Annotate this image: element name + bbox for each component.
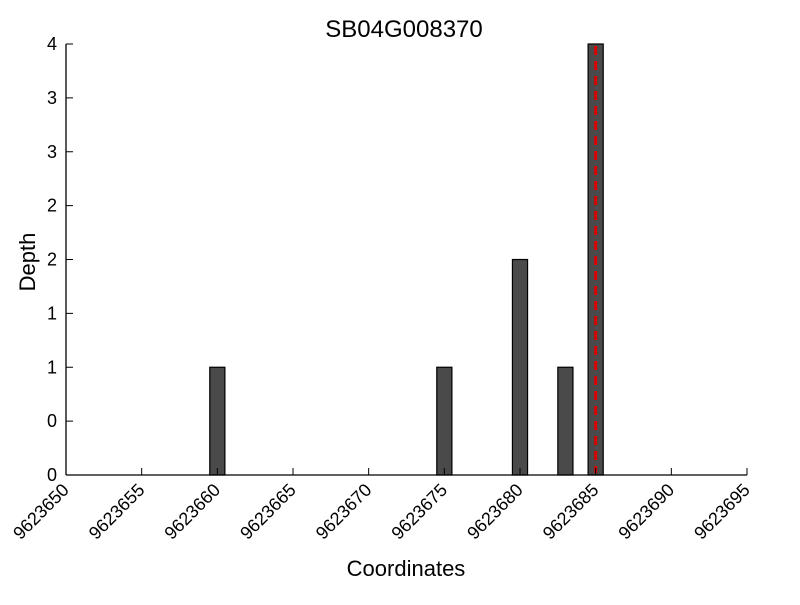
x-tick-label: 9623670 bbox=[312, 480, 376, 544]
bar-9623660 bbox=[209, 366, 226, 476]
y-tick-label: 2 bbox=[47, 250, 57, 270]
x-tick-label: 9623650 bbox=[9, 480, 73, 544]
axes-layer bbox=[65, 44, 747, 476]
y-tick-label: 1 bbox=[47, 303, 57, 323]
chart-title: SB04G008370 bbox=[325, 16, 482, 43]
x-tick-label: 9623685 bbox=[539, 480, 603, 544]
bar-9623675 bbox=[436, 366, 453, 476]
y-tick-label: 2 bbox=[47, 196, 57, 216]
x-tick-label: 9623680 bbox=[463, 480, 527, 544]
y-tick-label: 4 bbox=[47, 34, 57, 54]
y-tick-label: 0 bbox=[47, 411, 57, 431]
x-tick-label: 9623695 bbox=[690, 480, 754, 544]
bar-9623683 bbox=[557, 366, 574, 476]
x-tick-label: 9623675 bbox=[387, 480, 451, 544]
x-axis-title: Coordinates bbox=[347, 556, 466, 581]
y-tick-label: 3 bbox=[47, 88, 57, 108]
x-tick-label: 9623660 bbox=[160, 480, 224, 544]
bar-9623680 bbox=[511, 258, 529, 476]
bars-layer bbox=[209, 43, 604, 476]
y-tick-label: 0 bbox=[47, 465, 57, 485]
y-tick-label: 1 bbox=[47, 357, 57, 377]
x-tick-label: 9623665 bbox=[236, 480, 300, 544]
y-axis-title: Depth bbox=[15, 233, 40, 292]
x-tick-label: 9623655 bbox=[85, 480, 149, 544]
y-tick-label: 3 bbox=[47, 142, 57, 162]
x-tick-label: 9623690 bbox=[614, 480, 678, 544]
